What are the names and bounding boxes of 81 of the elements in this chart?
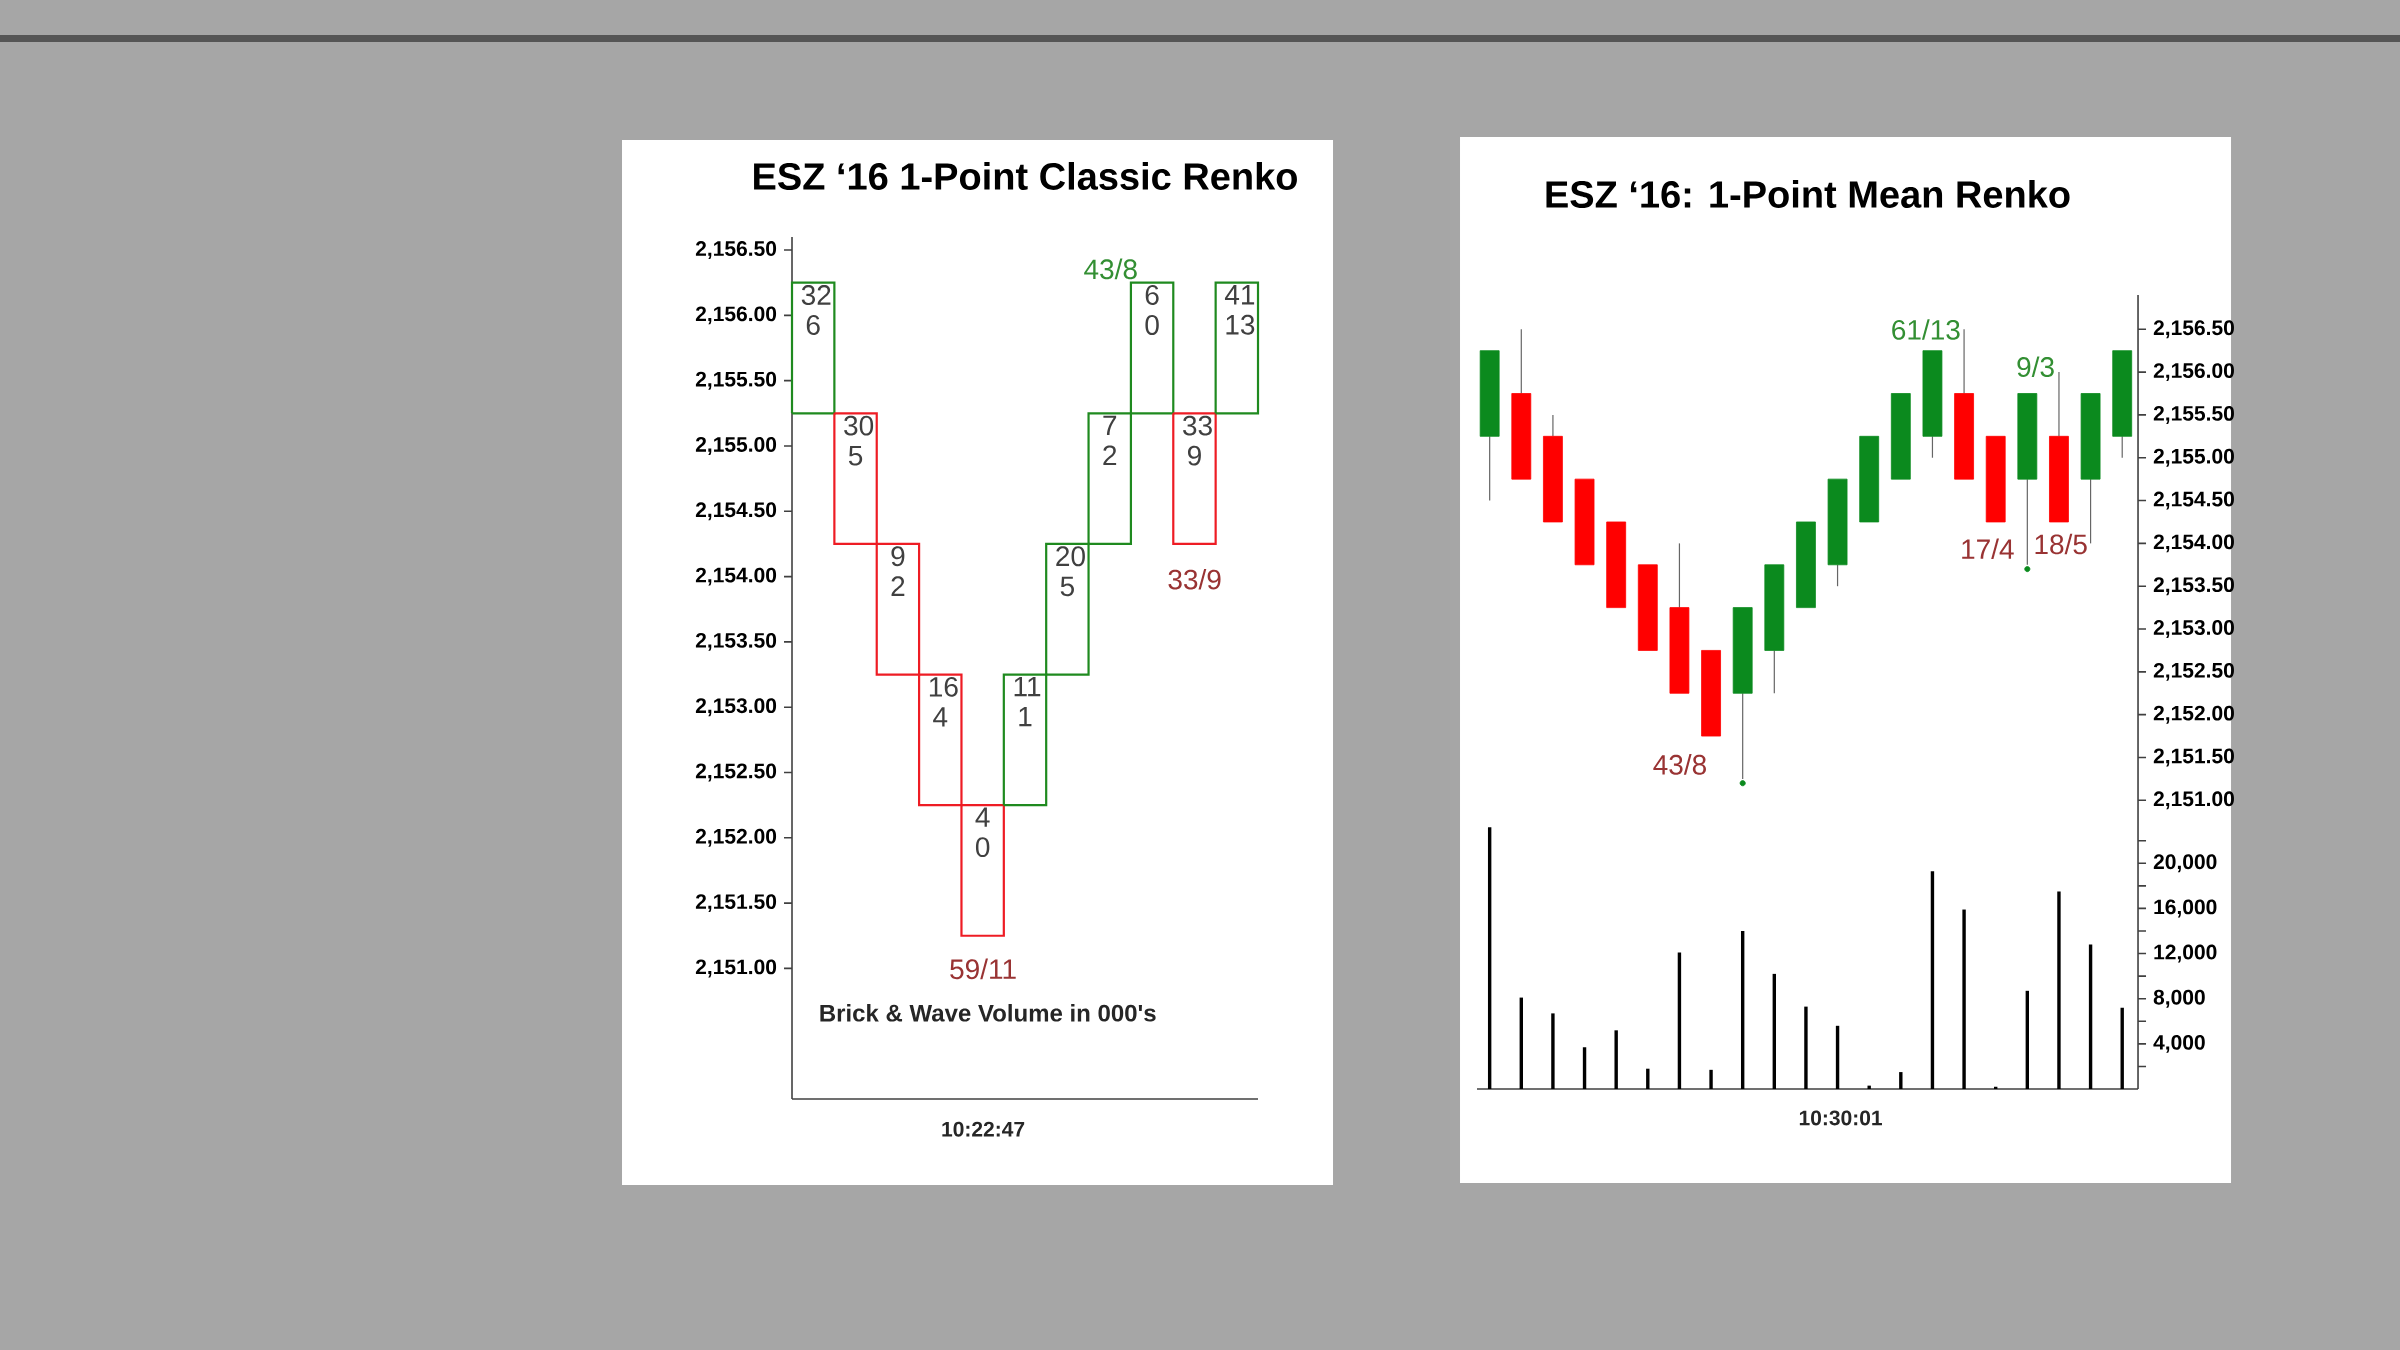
candlestick xyxy=(1479,350,1500,502)
candlestick xyxy=(1574,478,1595,566)
y-tick-label: 2,153.00 xyxy=(695,698,777,717)
text: 11 1 xyxy=(1014,676,1041,727)
text: 20 5 xyxy=(1056,546,1085,597)
candlestick xyxy=(1890,393,1911,480)
bar xyxy=(1867,1085,1871,1090)
text: 41 13 xyxy=(1224,285,1255,335)
candlestick xyxy=(1511,328,1532,480)
candlestick xyxy=(1796,521,1816,609)
candlestick xyxy=(1985,435,2006,523)
y-tick-label: 2,152.50 xyxy=(695,763,777,782)
bar xyxy=(1899,1072,1903,1090)
text: 9 2 xyxy=(891,546,905,596)
text: 10:30:01 xyxy=(1799,1110,1882,1126)
bar xyxy=(2057,891,2061,1090)
annotation: Brick & Wave Volume in 000's xyxy=(820,1004,1156,1022)
text: 4 0 xyxy=(975,807,990,858)
y-tick-label: 20,000 xyxy=(2153,854,2217,873)
text: 16 4 xyxy=(929,676,958,727)
annotation: 17/4 xyxy=(1962,538,2014,560)
candlestick xyxy=(1637,564,1658,651)
y-tick-label: 2,156.00 xyxy=(695,306,777,325)
bar xyxy=(1614,1030,1618,1090)
y-tick-label: 2,151.50 xyxy=(2153,748,2234,767)
y-tick-label: 12,000 xyxy=(2154,944,2217,963)
candlestick xyxy=(1606,521,1627,609)
y-tick-label: 2,155.00 xyxy=(2153,448,2234,467)
candlestick xyxy=(790,281,836,415)
candlestick xyxy=(2112,350,2133,459)
candlestick xyxy=(1922,350,1943,459)
annotation: 33/9 xyxy=(1168,568,1221,590)
annotation: 18/5 xyxy=(2035,533,2087,555)
chart-title: ESZ ‘16: 1-Point Mean Renko xyxy=(1546,180,2070,208)
candlestick xyxy=(1701,650,1721,737)
y-tick-label: 2,156.00 xyxy=(2153,363,2234,382)
candlestick xyxy=(1669,542,1690,694)
bar xyxy=(1962,909,1966,1090)
y-tick-label: 2,151.50 xyxy=(695,894,777,913)
y-tick-label: 2,153.50 xyxy=(2153,577,2234,596)
annotation: 43/8 xyxy=(1653,754,1706,775)
y-tick-label: 2,156.50 xyxy=(695,241,777,260)
y-tick-label: 4,000 xyxy=(2153,1034,2205,1053)
annotation: 61/13 xyxy=(1892,319,1960,340)
candlestick xyxy=(1827,478,1848,587)
text: 10:22:47 xyxy=(942,1121,1025,1137)
chart-title: ESZ ‘16 1-Point Classic Renko xyxy=(754,162,1297,190)
text: 33 9 xyxy=(1183,415,1212,466)
bar xyxy=(1804,1006,1808,1090)
text: 32 6 xyxy=(801,285,831,335)
annotation: 59/11 xyxy=(950,958,1016,980)
y-tick-label: 2,154.50 xyxy=(695,502,777,521)
y-tick-label: 2,155.00 xyxy=(695,437,777,455)
y-tick-label: 8,000 xyxy=(2153,989,2205,1008)
y-tick-label: 2,152.00 xyxy=(2153,705,2234,724)
text: 30 5 xyxy=(844,415,874,466)
y-tick-label: 2,156.50 xyxy=(2153,320,2234,339)
y-tick-label: 16,000 xyxy=(2154,899,2217,918)
candlestick xyxy=(1859,435,1880,523)
y-tick-label: 2,153.00 xyxy=(2153,620,2234,638)
candlestick xyxy=(1543,414,1563,523)
bar xyxy=(1709,1069,1713,1090)
y-tick-label: 2,154.50 xyxy=(2153,491,2234,510)
text: 7 2 xyxy=(1103,415,1117,465)
annotation: 43/8 xyxy=(1084,258,1137,280)
y-tick-label: 2,151.00 xyxy=(695,959,777,978)
y-tick-label: 2,155.50 xyxy=(2153,405,2234,424)
candlestick xyxy=(1764,564,1785,694)
y-tick-label: 2,154.00 xyxy=(695,567,777,586)
bar xyxy=(1551,1013,1555,1090)
y-tick-label: 2,152.50 xyxy=(2153,662,2234,681)
y-tick-label: 2,154.00 xyxy=(2153,534,2234,553)
candlestick xyxy=(1172,412,1217,546)
text: 6 0 xyxy=(1145,285,1159,335)
y-tick-label: 2,153.50 xyxy=(695,632,777,651)
y-tick-label: 2,152.00 xyxy=(695,828,777,847)
y-tick-label: 2,151.00 xyxy=(2153,791,2234,810)
candlestick xyxy=(1214,281,1260,415)
y-tick-label: 2,155.50 xyxy=(695,371,777,390)
bar xyxy=(1646,1068,1650,1090)
annotation: 9/3 xyxy=(2017,356,2054,377)
